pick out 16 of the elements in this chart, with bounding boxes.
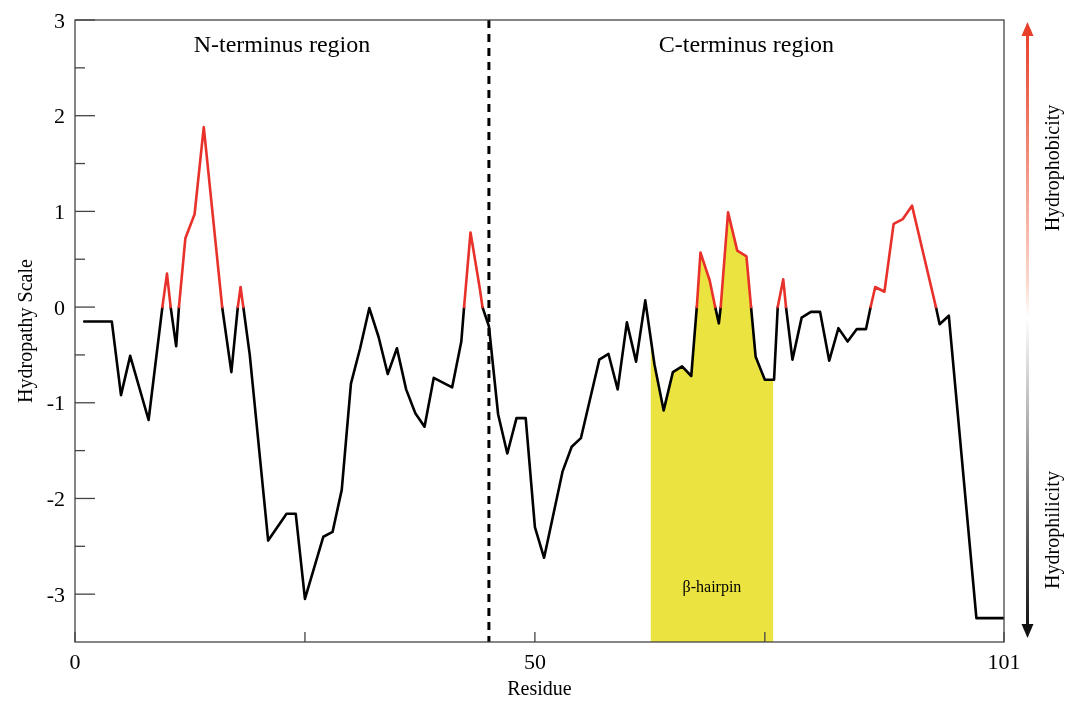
y-tick-label: -1 [46,390,65,416]
x-axis-title: Residue [507,677,572,699]
x-tick-label: 50 [523,649,546,674]
annotation: N-terminus region [193,31,371,57]
y-tick-label: 1 [54,199,65,225]
y-tick-label: 0 [54,294,65,320]
annotation: C-terminus region [658,31,835,57]
y-axis-title: Hydropathy Scale [14,258,37,403]
y-tick-label: 3 [54,7,65,33]
text: Hydrophilicity [1041,471,1064,589]
y-tick-label: -3 [46,581,65,607]
y-tick-label: -2 [46,486,65,512]
text: Hydrophobicity [1041,104,1064,232]
band-label: β-hairpin [682,578,742,596]
y-tick-label: 2 [54,103,65,129]
x-tick-label: 101 [987,649,1021,674]
